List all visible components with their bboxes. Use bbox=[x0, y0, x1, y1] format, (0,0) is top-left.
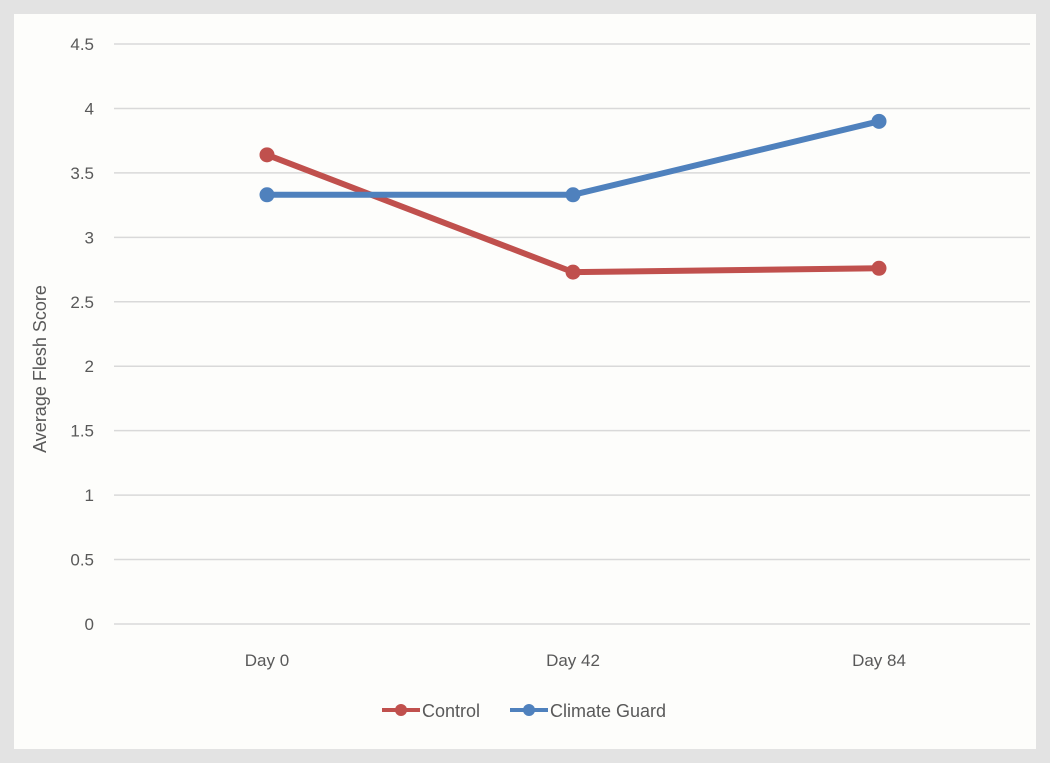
data-point bbox=[565, 187, 581, 203]
legend-item: Climate Guard bbox=[510, 701, 666, 721]
x-tick-label: Day 84 bbox=[852, 651, 906, 670]
x-tick-label: Day 42 bbox=[546, 651, 600, 670]
legend-item: Control bbox=[382, 701, 480, 721]
legend-marker bbox=[395, 704, 407, 716]
y-tick-label: 3.5 bbox=[70, 164, 94, 183]
legend-label: Control bbox=[422, 701, 480, 721]
chart-frame bbox=[14, 14, 1036, 749]
y-tick-label: 4 bbox=[85, 99, 94, 118]
x-tick-label: Day 0 bbox=[245, 651, 289, 670]
y-tick-label: 3 bbox=[85, 228, 94, 247]
data-point bbox=[259, 147, 275, 163]
x-tick-labels: Day 0 Day 42 Day 84 bbox=[245, 651, 906, 670]
series-climate-guard bbox=[259, 113, 887, 203]
legend-marker bbox=[523, 704, 535, 716]
y-tick-label: 0 bbox=[85, 615, 94, 634]
data-point bbox=[565, 264, 581, 280]
y-tick-label: 4.5 bbox=[70, 35, 94, 54]
y-tick-label: 2.5 bbox=[70, 293, 94, 312]
legend: Control Climate Guard bbox=[382, 701, 666, 721]
data-point bbox=[871, 113, 887, 129]
gridlines bbox=[114, 43, 1030, 625]
y-tick-label: 0.5 bbox=[70, 551, 94, 570]
legend-label: Climate Guard bbox=[550, 701, 666, 721]
series-lines bbox=[259, 113, 887, 280]
y-axis-title: Average Flesh Score bbox=[30, 285, 50, 453]
y-tick-label: 1 bbox=[85, 486, 94, 505]
data-point bbox=[871, 260, 887, 276]
y-tick-label: 1.5 bbox=[70, 422, 94, 441]
y-tick-labels: 0 0.5 1 1.5 2 2.5 3 3.5 4 4.5 bbox=[70, 35, 94, 634]
data-point bbox=[259, 187, 275, 203]
series-line bbox=[264, 118, 882, 198]
series-control bbox=[259, 147, 887, 280]
y-tick-label: 2 bbox=[85, 357, 94, 376]
